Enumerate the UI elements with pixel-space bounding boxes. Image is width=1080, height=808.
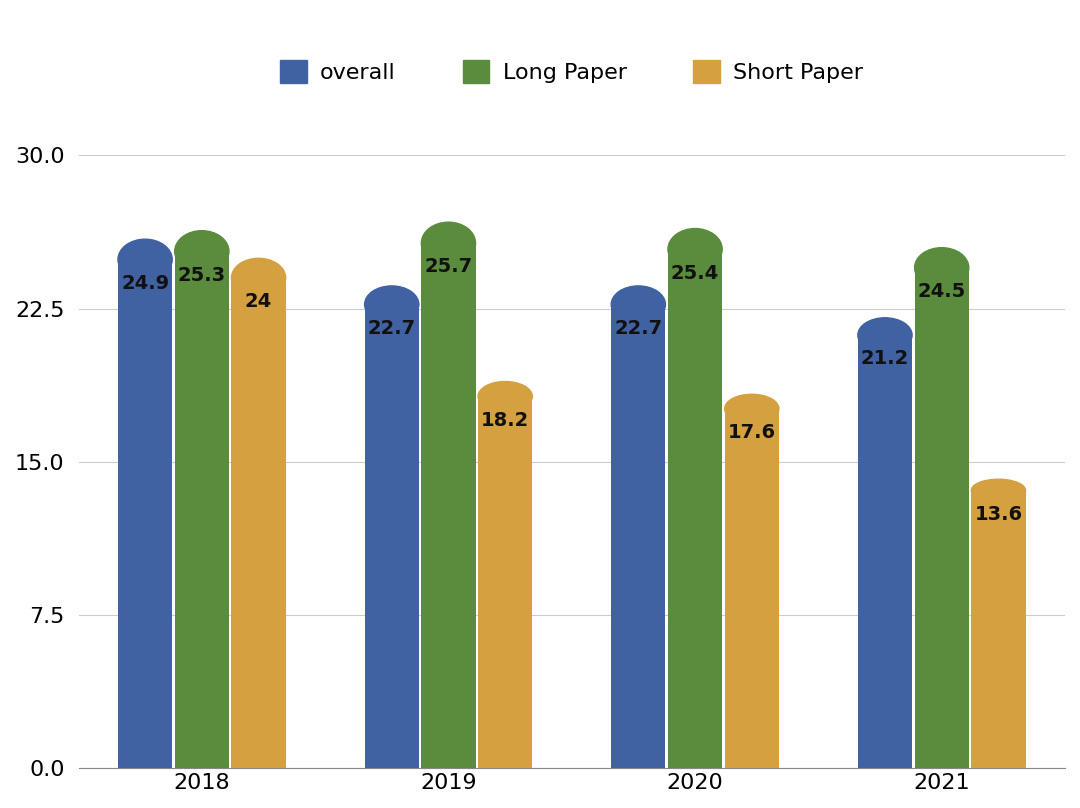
- Bar: [858, 335, 913, 768]
- Text: 25.7: 25.7: [424, 258, 473, 276]
- Bar: [118, 259, 172, 768]
- Text: 22.7: 22.7: [615, 318, 662, 338]
- Text: 21.2: 21.2: [861, 349, 909, 368]
- Text: 24: 24: [245, 292, 272, 311]
- Bar: [971, 490, 1026, 768]
- Bar: [725, 409, 779, 768]
- Bar: [667, 250, 723, 768]
- Text: 22.7: 22.7: [367, 318, 416, 338]
- Ellipse shape: [231, 259, 286, 297]
- Bar: [365, 305, 419, 768]
- Text: 24.5: 24.5: [918, 282, 966, 301]
- Bar: [611, 305, 665, 768]
- Ellipse shape: [858, 318, 913, 352]
- Ellipse shape: [478, 381, 532, 411]
- Bar: [175, 251, 229, 768]
- Bar: [478, 397, 532, 768]
- Bar: [915, 267, 969, 768]
- Text: 25.4: 25.4: [671, 263, 719, 283]
- Text: 24.9: 24.9: [121, 274, 170, 292]
- Ellipse shape: [915, 248, 969, 288]
- Ellipse shape: [365, 286, 419, 323]
- Ellipse shape: [971, 479, 1026, 502]
- Text: 13.6: 13.6: [974, 505, 1023, 524]
- Legend: overall, Long Paper, Short Paper: overall, Long Paper, Short Paper: [271, 51, 873, 92]
- Ellipse shape: [175, 230, 229, 272]
- Bar: [421, 243, 475, 768]
- Text: 18.2: 18.2: [481, 410, 529, 430]
- Ellipse shape: [118, 239, 172, 280]
- Ellipse shape: [725, 394, 779, 423]
- Bar: [231, 278, 286, 768]
- Ellipse shape: [611, 286, 665, 323]
- Text: 25.3: 25.3: [178, 266, 226, 284]
- Text: 17.6: 17.6: [728, 423, 775, 442]
- Ellipse shape: [421, 222, 475, 264]
- Ellipse shape: [667, 229, 723, 270]
